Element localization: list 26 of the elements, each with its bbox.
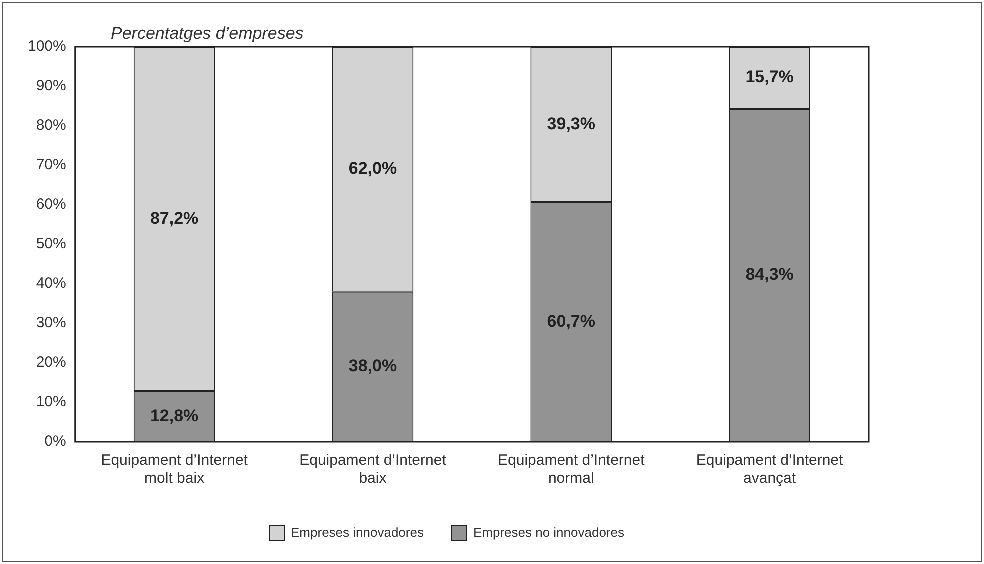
- y-tick-label: 70%: [36, 156, 66, 174]
- y-tick-label: 100%: [28, 38, 66, 56]
- y-tick-label: 10%: [36, 394, 66, 411]
- y-tick-label: 40%: [36, 275, 66, 292]
- x-tick-label: Equipament d’Internet normal: [498, 452, 646, 488]
- data-label: 62,0%: [348, 159, 398, 178]
- y-axis-title: Percentatges d’empreses: [111, 24, 304, 43]
- y-tick-label: 60%: [36, 196, 66, 214]
- data-label: 12,8%: [150, 406, 199, 426]
- data-label: 87,2%: [150, 208, 199, 228]
- y-tick-label: 80%: [36, 117, 66, 134]
- x-tick-label: Equipament d’Internet baix: [300, 452, 448, 488]
- x-tick-label: Equipament d’Internet molt baix: [101, 452, 249, 488]
- y-tick-label: 50%: [36, 236, 66, 253]
- x-tick-label: Equipament d’Internet avançat: [696, 452, 844, 488]
- data-label: 60,7%: [547, 312, 596, 331]
- y-tick-label: 20%: [36, 354, 66, 372]
- y-tick-label: 0%: [44, 433, 66, 450]
- y-tick-label: 30%: [36, 314, 66, 332]
- data-label: 38,0%: [348, 356, 398, 376]
- data-label: 84,3%: [746, 265, 794, 284]
- data-label: 39,3%: [547, 114, 596, 134]
- legend-label: Empreses no innovadores: [473, 525, 625, 540]
- data-label: 15,7%: [746, 68, 794, 87]
- y-tick-label: 90%: [36, 78, 66, 95]
- legend-label: Empreses innovadores: [291, 525, 424, 540]
